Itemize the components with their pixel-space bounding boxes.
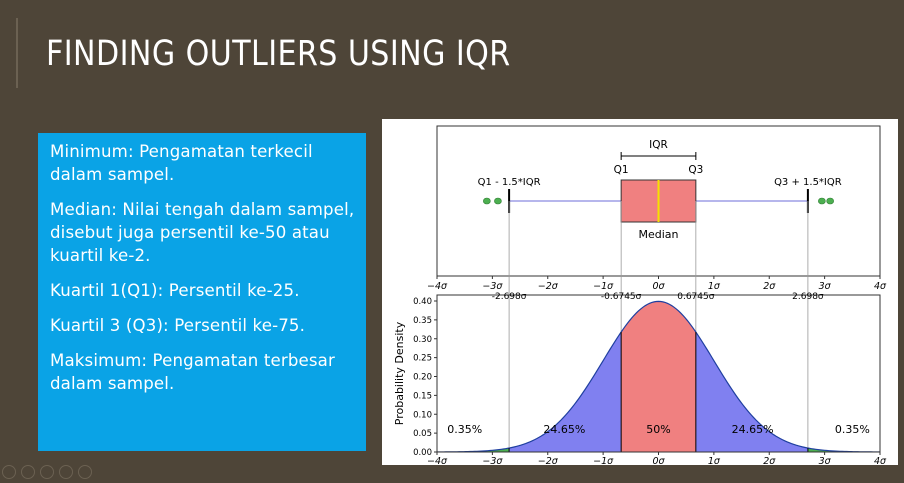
boundary-label: -2.698σ <box>492 292 527 302</box>
slide-nav[interactable] <box>2 464 97 483</box>
definition-q3: Kuartil 3 (Q3): Persentil ke-75. <box>50 316 306 335</box>
nav-more-icon[interactable] <box>78 465 92 479</box>
bottom-x-tick-label: 4σ <box>874 456 887 465</box>
q3-label: Q3 <box>688 164 703 176</box>
median-label: Median <box>638 228 678 241</box>
y-tick-label: 0.35 <box>413 316 432 326</box>
outlier-point <box>818 197 826 205</box>
density-region <box>509 332 622 452</box>
nav-zoom-icon[interactable] <box>59 465 73 479</box>
y-tick-label: 0.30 <box>413 335 432 345</box>
region-percent-label: 50% <box>646 423 670 436</box>
slide-title: FINDING OUTLIERS USING IQR <box>46 34 511 74</box>
bottom-x-tick-label: −1σ <box>593 456 614 465</box>
top-x-tick-label: 4σ <box>874 281 887 292</box>
boundary-label: 2.698σ <box>792 292 824 302</box>
iqr-figure: IQR Q1 Q3 Q1 - 1.5*IQR Q3 + 1.5*IQR Median −4σ… <box>382 119 898 465</box>
upper-fence-label: Q3 + 1.5*IQR <box>774 177 842 188</box>
bottom-x-tick-label: −3σ <box>482 456 503 465</box>
bottom-x-tick-label: 0σ <box>652 456 665 465</box>
nav-menu-icon[interactable] <box>40 465 54 479</box>
iqr-figure-svg: IQR Q1 Q3 Q1 - 1.5*IQR Q3 + 1.5*IQR Median −4σ… <box>393 125 887 465</box>
y-tick-label: 0.05 <box>413 429 432 439</box>
region-percent-label: 24.65% <box>543 423 585 436</box>
top-x-tick-label: 3σ <box>819 281 832 292</box>
definition-minimum: Minimum: Pengamatan terkecil dalam sampe… <box>50 142 313 184</box>
top-x-tick-label: −3σ <box>482 281 503 292</box>
top-x-tick-label: 1σ <box>708 281 721 292</box>
y-tick-label: 0.00 <box>413 448 432 458</box>
definition-q1: Kuartil 1(Q1): Persentil ke-25. <box>50 281 300 300</box>
region-percent-label: 24.65% <box>732 423 774 436</box>
top-x-tick-label: 2σ <box>763 281 776 292</box>
density-curve <box>436 300 881 453</box>
definition-median: Median: Nilai tengah dalam sampel, diseb… <box>50 200 355 265</box>
q1-label: Q1 <box>614 164 629 176</box>
top-x-tick-label: −4σ <box>427 281 448 292</box>
iqr-label: IQR <box>649 139 668 151</box>
top-x-tick-label: −1σ <box>593 281 614 292</box>
bottom-x-tick-label: −2σ <box>538 456 559 465</box>
bottom-x-tick-label: 1σ <box>708 456 721 465</box>
boundary-label: 0.6745σ <box>677 292 714 302</box>
nav-prev-icon[interactable] <box>2 465 16 479</box>
top-x-tick-label: −2σ <box>538 281 559 292</box>
nav-next-icon[interactable] <box>21 465 35 479</box>
density-region <box>621 301 696 452</box>
title-divider <box>16 18 18 88</box>
boundary-label: -0.6745σ <box>601 292 642 302</box>
top-x-tick-label: 0σ <box>652 281 665 292</box>
y-tick-label: 0.40 <box>413 297 432 307</box>
outlier-point <box>826 197 834 205</box>
region-percent-label: 0.35% <box>447 423 482 436</box>
y-tick-label: 0.25 <box>413 354 432 364</box>
density-region <box>695 332 808 452</box>
y-tick-label: 0.15 <box>413 391 432 401</box>
definitions-box: Minimum: Pengamatan terkecil dalam sampe… <box>38 133 366 451</box>
y-axis-label: Probability Density <box>393 321 406 425</box>
region-percent-label: 0.35% <box>835 423 870 436</box>
lower-fence-label: Q1 - 1.5*IQR <box>478 177 541 188</box>
bottom-x-tick-label: 2σ <box>763 456 776 465</box>
definition-maximum: Maksimum: Pengamatan terbesar dalam samp… <box>50 351 335 393</box>
outlier-point <box>483 197 491 205</box>
y-tick-label: 0.10 <box>413 410 432 420</box>
bottom-x-tick-label: 3σ <box>819 456 832 465</box>
bottom-x-tick-label: −4σ <box>427 456 448 465</box>
outlier-point <box>494 197 502 205</box>
y-tick-label: 0.20 <box>413 373 432 383</box>
